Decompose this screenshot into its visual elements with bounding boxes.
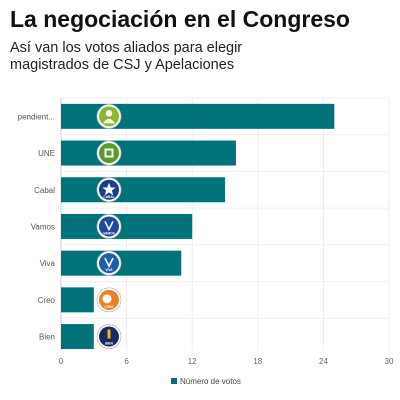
category-label: Vamos xyxy=(31,222,55,231)
legend-label: Número de votos xyxy=(180,377,241,386)
grid-lines xyxy=(60,97,390,350)
chart-subtitle: Así van los votos aliados para elegir ma… xyxy=(10,40,243,73)
category-label: Viva xyxy=(40,259,56,268)
bar-3[interactable] xyxy=(61,213,193,239)
party-icons: CABAL VAMOS VIVA CREO BIEN xyxy=(96,103,122,349)
legend-swatch xyxy=(171,378,177,384)
x-tick-label: 24 xyxy=(319,357,328,366)
svg-text:VAMOS: VAMOS xyxy=(103,231,114,235)
legend[interactable]: Número de votos xyxy=(171,377,241,386)
x-tick-label: 6 xyxy=(124,357,129,366)
person-logo-icon xyxy=(96,103,122,129)
category-label: Bien xyxy=(39,333,55,342)
bars xyxy=(61,103,335,350)
x-tick-label: 30 xyxy=(385,357,394,366)
category-label: UNE xyxy=(38,149,55,158)
viva-logo-icon: VIVA xyxy=(96,250,122,276)
creo-logo-icon: CREO xyxy=(96,287,122,313)
une-logo-icon xyxy=(96,140,122,166)
category-labels: pendient... UNE Cabal Vamos Viva Creo Bien xyxy=(18,112,56,341)
chart-title: La negociación en el Congreso xyxy=(10,6,350,32)
x-tick-label: 18 xyxy=(253,357,262,366)
category-label: Creo xyxy=(38,296,56,305)
x-axis-ticks: 0 6 12 18 24 30 xyxy=(59,357,394,366)
svg-text:BIEN: BIEN xyxy=(105,342,113,346)
svg-text:CREO: CREO xyxy=(104,305,114,309)
bar-5[interactable] xyxy=(61,287,94,313)
bar-6[interactable] xyxy=(61,324,94,350)
category-label: Cabal xyxy=(34,186,55,195)
category-label: pendient... xyxy=(18,112,55,121)
bien-logo-icon: BIEN xyxy=(96,324,122,349)
vamos-logo-icon: VAMOS xyxy=(96,214,122,239)
bar-2[interactable] xyxy=(61,177,225,203)
svg-text:VIVA: VIVA xyxy=(105,268,113,272)
x-tick-label: 12 xyxy=(188,357,197,366)
svg-text:CABAL: CABAL xyxy=(103,195,114,199)
bar-1[interactable] xyxy=(61,140,236,166)
x-tick-label: 0 xyxy=(59,357,64,366)
cabal-logo-icon: CABAL xyxy=(96,177,122,203)
